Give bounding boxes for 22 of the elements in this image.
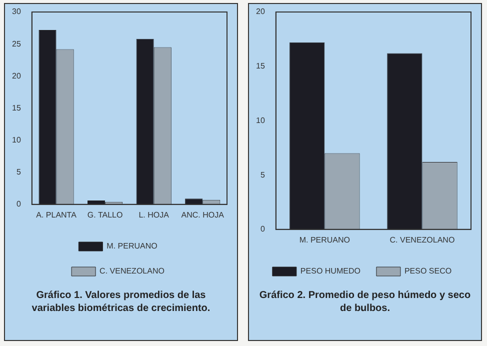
y-tick-label: 15 [256, 62, 266, 71]
legend-label: C. VENEZOLANO [100, 266, 164, 276]
y-tick-label: 5 [260, 170, 266, 180]
x-tick-label: L. HOJA [138, 210, 170, 220]
y-tick-label: 15 [12, 103, 22, 112]
y-tick-label: 0 [16, 200, 22, 209]
text: Gráfico 2. Promedio de peso húmedo y seco de bulbos. [259, 289, 471, 315]
y-tick-label: 10 [12, 135, 22, 144]
x-tick-label: A. PLANTA [36, 210, 78, 220]
legend-label: PESO HUMEDO [300, 266, 360, 276]
text: Gráfico 1. Valores promedios de las variables biométricas de crecimiento. [30, 289, 212, 315]
y-tick-label: 0 [260, 224, 266, 234]
legend-label: M. PERUANO [106, 242, 158, 251]
y-tick-label: 25 [12, 39, 22, 48]
x-tick-label: ANC. HOJA [181, 210, 225, 220]
y-tick-label: 10 [256, 116, 266, 125]
y-tick-label: 5 [16, 168, 22, 177]
x-tick-label: G. TALLO [87, 210, 123, 220]
y-tick-label: 20 [12, 71, 22, 80]
y-tick-label: 30 [12, 7, 22, 16]
legend-label: PESO SECO [404, 266, 452, 276]
y-tick-label: 20 [256, 7, 266, 16]
